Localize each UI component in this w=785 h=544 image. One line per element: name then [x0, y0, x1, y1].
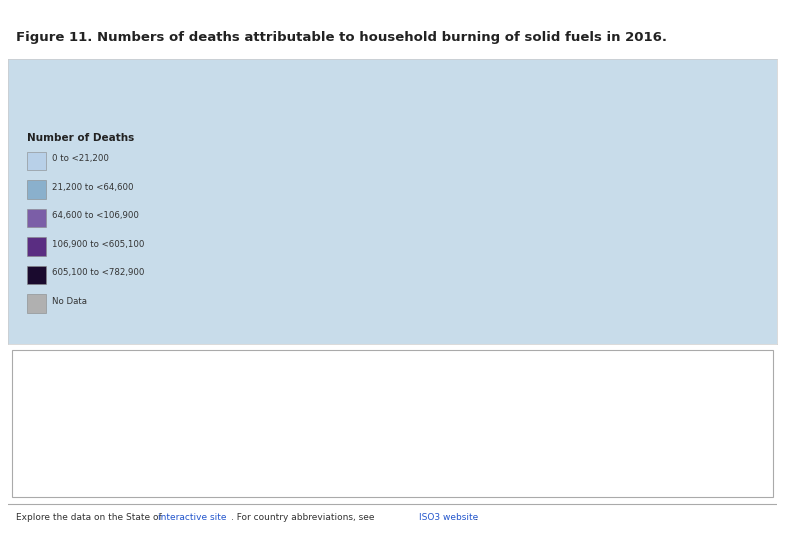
FancyBboxPatch shape: [27, 265, 46, 284]
Text: 64,600 to <106,900: 64,600 to <106,900: [52, 211, 139, 220]
Text: 106,900 to <605,100: 106,900 to <605,100: [52, 240, 144, 249]
Text: Figure 11. Numbers of deaths attributable to household burning of solid fuels in: Figure 11. Numbers of deaths attributabl…: [16, 30, 666, 44]
FancyBboxPatch shape: [27, 237, 46, 256]
Text: 0 to <21,200: 0 to <21,200: [52, 154, 108, 163]
Text: .: .: [475, 513, 478, 522]
Text: 605,100 to <782,900: 605,100 to <782,900: [52, 268, 144, 277]
Text: No Data: No Data: [52, 296, 86, 306]
Text: . For country abbreviations, see: . For country abbreviations, see: [231, 513, 378, 522]
Text: interactive site: interactive site: [158, 513, 226, 522]
FancyBboxPatch shape: [27, 294, 46, 313]
FancyBboxPatch shape: [27, 180, 46, 199]
Text: ISO3 website: ISO3 website: [419, 513, 479, 522]
FancyBboxPatch shape: [27, 208, 46, 227]
FancyBboxPatch shape: [27, 152, 46, 170]
Text: Number of Deaths: Number of Deaths: [27, 133, 134, 143]
FancyBboxPatch shape: [12, 350, 773, 497]
Text: 21,200 to <64,600: 21,200 to <64,600: [52, 183, 133, 191]
Text: Explore the data on the State of: Explore the data on the State of: [16, 513, 164, 522]
